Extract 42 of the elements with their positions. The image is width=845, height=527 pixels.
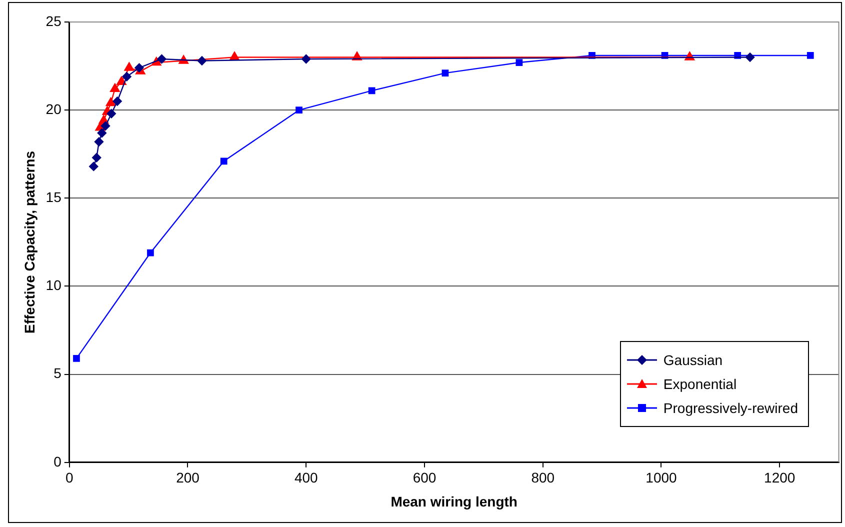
point <box>106 97 116 106</box>
point <box>106 109 116 118</box>
point <box>442 70 449 77</box>
x-tick-label: 400 <box>294 470 318 486</box>
x-tick-label: 200 <box>176 470 200 486</box>
point <box>806 52 814 59</box>
point <box>116 76 126 85</box>
y-axis-title: Effective Capacity, patterns <box>21 150 38 334</box>
point <box>112 96 122 106</box>
y-tick-label: 0 <box>54 453 62 470</box>
point <box>157 54 166 64</box>
point <box>197 56 207 66</box>
point <box>73 355 80 362</box>
y-tick-label: 5 <box>54 365 62 382</box>
x-tick-label: 600 <box>412 470 436 486</box>
point <box>94 137 104 146</box>
x-tick-label: 0 <box>65 470 74 486</box>
legend-label: Gaussian <box>663 352 723 368</box>
legend-label: Progressively-rewired <box>663 400 798 416</box>
point <box>368 87 376 94</box>
point <box>122 72 132 82</box>
point <box>302 54 311 64</box>
point <box>516 59 523 66</box>
point <box>296 106 302 114</box>
point <box>220 158 228 165</box>
x-tick-label: 800 <box>531 470 555 486</box>
point <box>110 83 120 92</box>
legend-label: Exponential <box>663 376 737 392</box>
x-tick-label: 1000 <box>646 470 678 486</box>
x-axis-title: Mean wiring length <box>390 493 518 510</box>
x-tick-label: 1200 <box>764 470 796 486</box>
point <box>92 153 102 162</box>
point <box>147 249 154 256</box>
y-tick-label: 20 <box>46 100 62 117</box>
y-tick-label: 10 <box>46 277 62 294</box>
point <box>97 128 107 138</box>
point <box>124 62 134 71</box>
point <box>100 121 110 131</box>
y-tick-label: 15 <box>46 189 62 206</box>
point <box>89 162 98 172</box>
point <box>745 52 755 62</box>
y-tick-label: 25 <box>46 12 62 29</box>
